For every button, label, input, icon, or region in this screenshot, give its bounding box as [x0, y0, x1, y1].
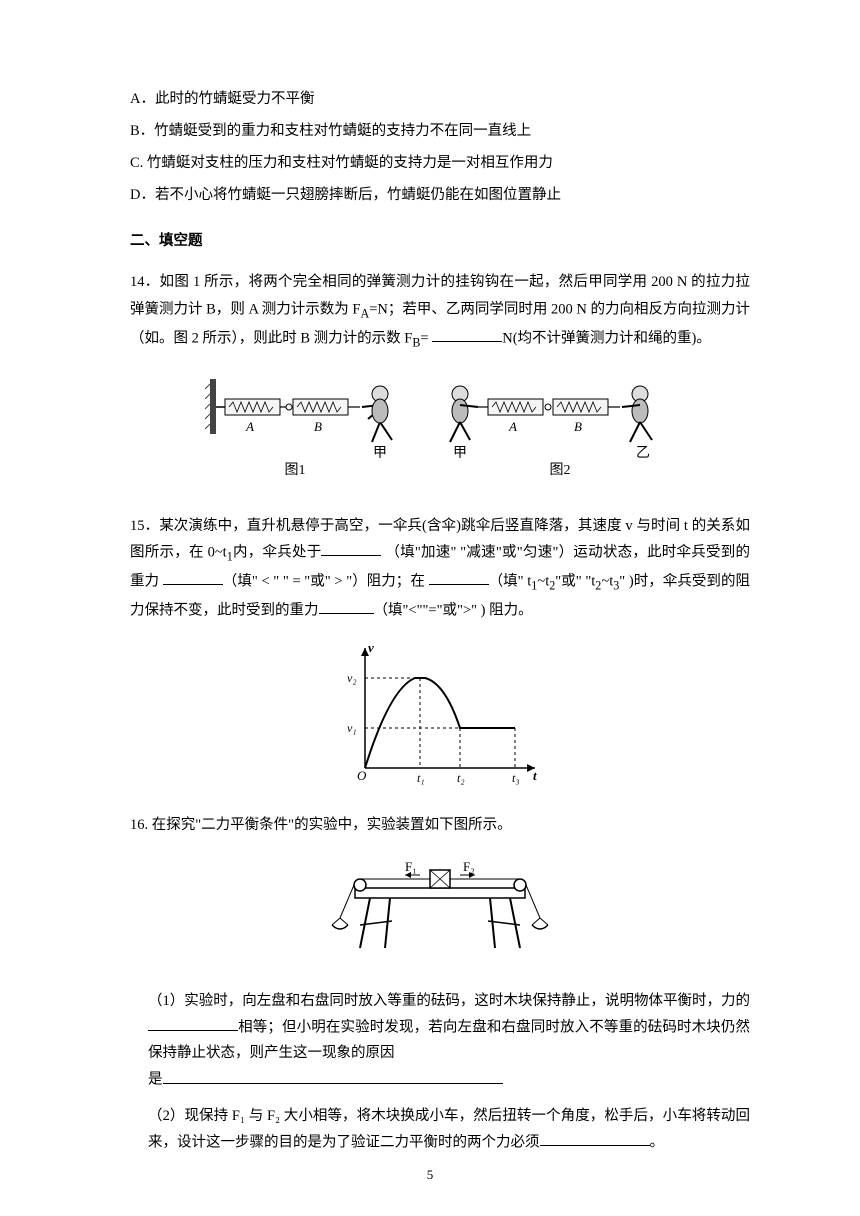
q15-blank-4[interactable]: [319, 597, 374, 614]
q15-p6: （填"<""="或">" ) 阻力。: [374, 602, 533, 618]
svg-text:v₂: v₂: [347, 671, 357, 685]
q14-sub1: A: [360, 306, 369, 320]
q14-blank-2[interactable]: [432, 325, 502, 342]
option-b: B．竹蜻蜓受到的重力和支柱对竹蜻蜓的支持力不在同一直线上: [130, 118, 750, 144]
q15-blank-2[interactable]: [163, 568, 223, 585]
question-14: 14．如图 1 所示，将两个完全相同的弹簧测力计的挂钩钩在一起，然后甲同学用 2…: [130, 269, 750, 497]
question-16: 16. 在探究"二力平衡条件"的实验中，实验装置如下图所示。: [130, 812, 750, 1155]
option-d: D．若不小心将竹蜻蜓一只翅膀摔断后，竹蜻蜓仍能在如图位置静止: [130, 182, 750, 208]
q16-sub2: （2）现保持 F₁ 与 F₂ 大小相等，将木块换成小车，然后扭转一个角度，松手后…: [148, 1103, 750, 1156]
svg-text:t₃: t₃: [512, 771, 520, 785]
q16-intro: 16. 在探究"二力平衡条件"的实验中，实验装置如下图所示。: [130, 812, 750, 838]
q15-p4: （填" < " " = "或" > "）阻力；在: [223, 573, 429, 589]
svg-text:甲: 甲: [373, 446, 387, 461]
q14-tail: N(均不计弹簧测力计和绳的重)。: [502, 330, 711, 346]
page-number: 5: [0, 1163, 860, 1186]
q14-figure: A B 甲 图1 甲 A: [130, 369, 750, 498]
option-c: C. 竹蜻蜓对支柱的压力和支柱对竹蜻蜓的支持力是一对相互作用力: [130, 150, 750, 176]
option-a: A．此时的竹蜻蜓受力不平衡: [130, 86, 750, 112]
q15-blank-1[interactable]: [321, 539, 381, 556]
svg-text:甲: 甲: [453, 446, 467, 461]
svg-text:t₁: t₁: [417, 771, 425, 785]
svg-text:乙: 乙: [636, 445, 650, 461]
svg-text:A: A: [508, 419, 517, 434]
q16-sub1: （1）实验时，向左盘和右盘同时放入等重的砝码，这时木块保持静止，说明物体平衡时，…: [148, 988, 750, 1093]
svg-text:A: A: [245, 419, 254, 434]
q16-figure: F₁ F₂: [130, 853, 750, 972]
section-2-heading: 二、填空题: [130, 228, 750, 254]
q15-blank-3[interactable]: [429, 568, 489, 585]
q15-p5: （填" t: [489, 573, 532, 589]
svg-text:B: B: [574, 419, 582, 434]
svg-text:v₁: v₁: [347, 721, 357, 735]
svg-text:图2: 图2: [550, 463, 571, 478]
q15-p2: 内，伞兵处于: [233, 544, 322, 560]
q15-figure: O v t v₂ v₁ t₁ t₂ t₃: [130, 638, 750, 797]
q16-blank-2[interactable]: [163, 1066, 503, 1083]
svg-text:F₂: F₂: [463, 859, 475, 874]
svg-text:t₂: t₂: [457, 771, 465, 785]
svg-text:图1: 图1: [285, 463, 306, 478]
svg-text:F₁: F₁: [405, 859, 417, 874]
svg-text:t: t: [533, 768, 537, 783]
q16-blank-3[interactable]: [540, 1129, 650, 1146]
question-15: 15．某次演练中，直升机悬停于高空，一伞兵(含伞)跳伞后竖直降落，其速度 v 与…: [130, 513, 750, 798]
svg-text:O: O: [357, 768, 367, 783]
svg-text:v: v: [368, 640, 374, 655]
svg-text:B: B: [314, 419, 322, 434]
q16-blank-1[interactable]: [148, 1014, 238, 1031]
q14-mid3: =: [420, 330, 428, 346]
